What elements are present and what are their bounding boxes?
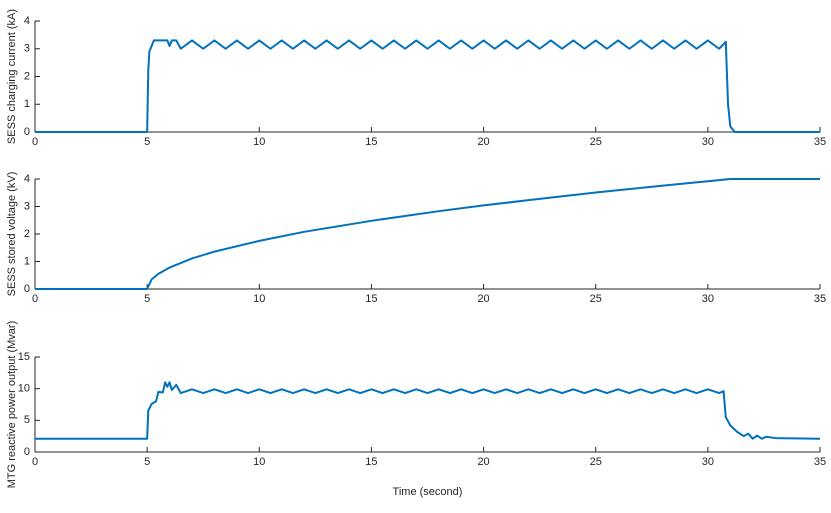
y-tick-label: 1 — [24, 255, 30, 267]
x-tick-label: 20 — [477, 136, 489, 148]
y-tick-label: 1 — [24, 98, 30, 110]
y-tick-label: 4 — [24, 173, 30, 185]
y-tick-label: 3 — [24, 43, 30, 55]
y-tick-label: 0 — [24, 126, 30, 138]
x-tick-label: 30 — [702, 456, 714, 468]
y-tick-label: 0 — [24, 283, 30, 295]
x-tick-label: 10 — [253, 456, 265, 468]
x-tick-label: 0 — [32, 456, 38, 468]
y-tick-label: 10 — [18, 383, 30, 395]
y-axis-label: SESS charging current (kA) — [6, 9, 18, 144]
data-line — [35, 178, 820, 290]
x-tick-label: 20 — [477, 293, 489, 305]
x-tick-label: 35 — [814, 293, 826, 305]
x-tick-label: 0 — [32, 136, 38, 148]
y-axis-label: SESS stored voltage (kV) — [6, 172, 18, 297]
x-tick-label: 0 — [32, 293, 38, 305]
x-tick-label: 15 — [365, 456, 377, 468]
y-tick-label: 2 — [24, 70, 30, 82]
x-tick-label: 30 — [702, 136, 714, 148]
y-tick-label: 15 — [18, 351, 30, 363]
data-line — [35, 381, 821, 440]
y-tick-label: 4 — [24, 15, 30, 27]
x-tick-label: 35 — [814, 136, 826, 148]
y-tick-label: 5 — [24, 414, 30, 426]
x-tick-label: 25 — [590, 293, 602, 305]
x-tick-label: 35 — [814, 456, 826, 468]
x-tick-label: 10 — [253, 136, 265, 148]
x-tick-label: 30 — [702, 293, 714, 305]
x-tick-label: 15 — [365, 293, 377, 305]
x-tick-label: 5 — [144, 456, 150, 468]
x-tick-label: 10 — [253, 293, 265, 305]
y-axis-label: MTG reactive power output (Mvar) — [6, 321, 18, 489]
y-tick-label: 0 — [24, 446, 30, 458]
x-tick-label: 25 — [590, 456, 602, 468]
x-tick-label: 20 — [477, 456, 489, 468]
data-line — [35, 39, 820, 133]
y-tick-label: 3 — [24, 200, 30, 212]
y-tick-label: 2 — [24, 228, 30, 240]
x-tick-label: 5 — [144, 136, 150, 148]
x-axis-label: Time (second) — [393, 486, 463, 498]
x-tick-label: 15 — [365, 136, 377, 148]
x-tick-label: 5 — [144, 293, 150, 305]
x-tick-label: 25 — [590, 136, 602, 148]
